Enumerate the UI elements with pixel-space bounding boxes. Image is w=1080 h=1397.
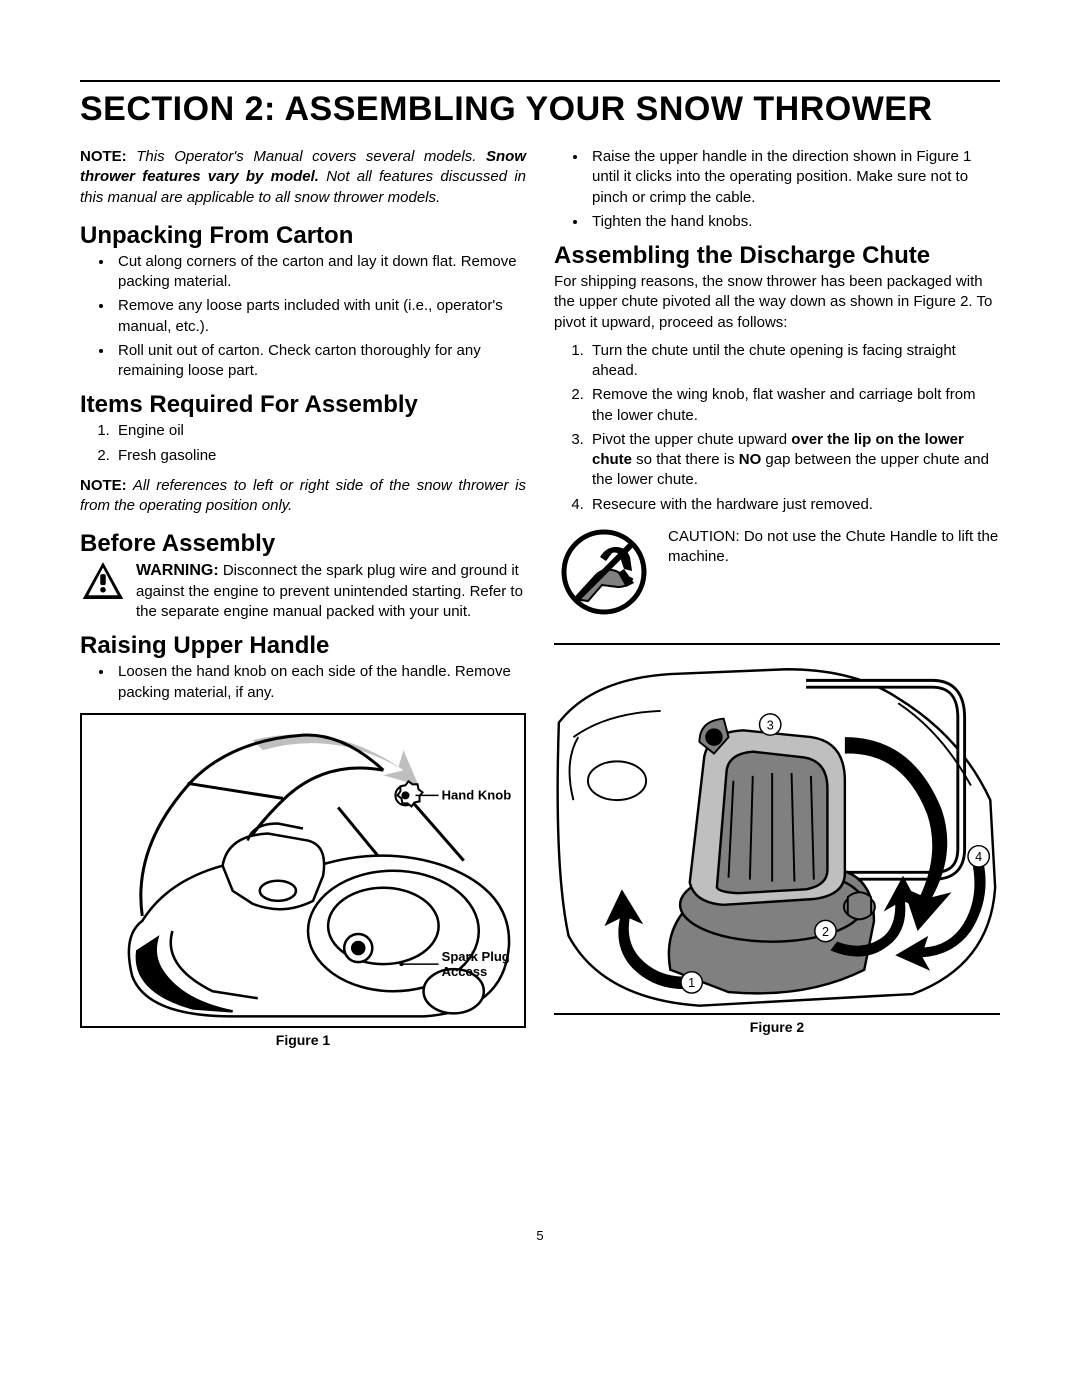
list-item: Turn the chute until the chute opening i… — [588, 341, 1000, 382]
chute-intro: For shipping reasons, the snow thrower h… — [554, 272, 1000, 333]
warning-label: WARNING: — [136, 562, 219, 579]
svg-text:4: 4 — [975, 850, 982, 864]
heading-unpacking: Unpacking From Carton — [80, 222, 526, 250]
figure-1-caption: Figure 1 — [80, 1032, 526, 1048]
heading-before-assembly: Before Assembly — [80, 530, 526, 558]
list-item: Fresh gasoline — [114, 446, 526, 466]
section-title: SECTION 2: ASSEMBLING YOUR SNOW THROWER — [80, 90, 1000, 129]
page-number: 5 — [80, 1228, 1000, 1243]
note-left-right: NOTE: All references to left or right si… — [80, 476, 526, 517]
note-label: NOTE: — [80, 477, 127, 494]
note-models: NOTE: This Operator's Manual covers seve… — [80, 147, 526, 208]
figure1-label-sparkplug-1: Spark Plug — [442, 949, 510, 964]
two-column-layout: NOTE: This Operator's Manual covers seve… — [80, 147, 1000, 1048]
list-item: Resecure with the hardware just removed. — [588, 495, 1000, 515]
left-column: NOTE: This Operator's Manual covers seve… — [80, 147, 526, 1048]
note-label: NOTE: — [80, 148, 127, 165]
chute-steps: Turn the chute until the chute opening i… — [554, 341, 1000, 515]
warning-text: WARNING: Disconnect the spark plug wire … — [136, 560, 526, 622]
svg-text:1: 1 — [688, 976, 695, 990]
top-rule — [80, 80, 1000, 82]
warning-block: WARNING: Disconnect the spark plug wire … — [80, 560, 526, 622]
list-item: Remove any loose parts included with uni… — [114, 296, 526, 337]
caution-text: CAUTION: Do not use the Chute Handle to … — [668, 527, 1000, 623]
heading-raising-handle: Raising Upper Handle — [80, 632, 526, 660]
heading-items-required: Items Required For Assembly — [80, 391, 526, 419]
svg-text:3: 3 — [767, 718, 774, 732]
heading-discharge-chute: Assembling the Discharge Chute — [554, 242, 1000, 270]
raising-list: Loosen the hand knob on each side of the… — [80, 662, 526, 703]
list-item: Engine oil — [114, 421, 526, 441]
warning-triangle-icon — [80, 560, 126, 622]
list-item: Tighten the hand knobs. — [588, 212, 1000, 232]
caution-block: CAUTION: Do not use the Chute Handle to … — [554, 527, 1000, 623]
list-item: Cut along corners of the carton and lay … — [114, 252, 526, 293]
list-item: Pivot the upper chute upward over the li… — [588, 430, 1000, 491]
svg-text:2: 2 — [822, 925, 829, 939]
figure-2: 3 2 4 — [554, 643, 1000, 1015]
list-item: Remove the wing knob, flat washer and ca… — [588, 385, 1000, 426]
figure1-label-handknob: Hand Knob — [442, 787, 512, 802]
list-item: Roll unit out of carton. Check carton th… — [114, 341, 526, 382]
items-required-list: Engine oil Fresh gasoline — [80, 421, 526, 466]
raising-continued-list: Raise the upper handle in the direction … — [554, 147, 1000, 232]
figure1-label-sparkplug-2: Access — [442, 964, 488, 979]
figure-1: Hand Knob Spark Plug Access — [80, 713, 526, 1028]
note-body: All references to left or right side of … — [80, 477, 526, 514]
list-item: Loosen the hand knob on each side of the… — [114, 662, 526, 703]
unpacking-list: Cut along corners of the carton and lay … — [80, 252, 526, 382]
list-item: Raise the upper handle in the direction … — [588, 147, 1000, 208]
note-body-pre: This Operator's Manual covers several mo… — [127, 148, 486, 165]
right-column: Raise the upper handle in the direction … — [554, 147, 1000, 1048]
figure-2-caption: Figure 2 — [554, 1019, 1000, 1035]
no-lift-icon — [554, 527, 654, 623]
